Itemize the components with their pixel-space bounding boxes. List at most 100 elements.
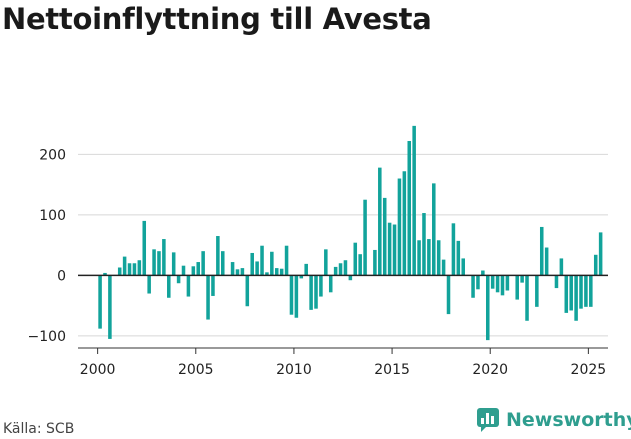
bar — [412, 125, 416, 276]
bar — [598, 232, 603, 276]
bar — [221, 251, 225, 276]
bar — [579, 275, 583, 309]
bar — [584, 275, 588, 307]
bar-chart: −100 0 100 200 2000 2005 2010 2015 2020 2025 — [28, 125, 608, 378]
bar — [279, 268, 284, 276]
source-note: Källa: SCB — [3, 421, 75, 437]
bar — [167, 275, 171, 298]
bar — [176, 275, 181, 284]
bar — [132, 263, 137, 276]
bar — [500, 275, 505, 296]
bar — [486, 275, 490, 341]
chart-title: Nettoinflyttning till Avesta — [2, 2, 432, 36]
bar — [142, 220, 147, 276]
bar — [294, 275, 299, 318]
bar — [333, 266, 338, 276]
newsworthy-logo-icon — [477, 408, 499, 432]
bar — [471, 275, 475, 298]
bar — [299, 275, 304, 279]
bar — [270, 251, 274, 276]
bar — [122, 256, 127, 276]
bar — [255, 261, 259, 276]
bar — [544, 247, 549, 276]
x-tick-label: 2015 — [374, 362, 410, 378]
bar — [402, 171, 407, 276]
bar — [328, 275, 333, 293]
bar — [495, 275, 500, 293]
newsworthy-brand: Newsworthy — [476, 407, 631, 433]
bar — [515, 275, 519, 300]
axes — [78, 274, 608, 354]
x-tick-label: 2010 — [276, 362, 312, 378]
bar — [446, 275, 451, 315]
bar — [593, 254, 598, 276]
bar — [152, 249, 156, 276]
bar — [481, 270, 485, 276]
bar — [191, 266, 196, 276]
bar — [407, 141, 412, 276]
bar — [319, 275, 323, 297]
x-tick-label: 2020 — [472, 362, 508, 378]
bar — [265, 272, 269, 276]
x-tick-label: 2025 — [571, 362, 607, 378]
bar — [289, 275, 294, 315]
bar — [230, 262, 235, 276]
bar — [117, 267, 122, 276]
bar — [378, 167, 382, 276]
bar — [274, 268, 279, 276]
bar — [353, 242, 358, 276]
bar — [103, 272, 107, 276]
bar — [490, 275, 495, 289]
bar — [250, 252, 254, 276]
bar — [216, 236, 220, 276]
bar — [304, 263, 308, 276]
bar — [338, 263, 343, 276]
tick-labels: −100 0 100 200 2000 2005 2010 2015 2020 2025 — [28, 147, 607, 378]
bar — [324, 249, 328, 276]
bar — [171, 252, 176, 276]
bars — [98, 125, 603, 341]
bar — [240, 268, 245, 276]
y-tick-label: 0 — [57, 268, 66, 284]
bar — [520, 275, 524, 283]
bar — [260, 245, 264, 276]
brand-name: Newsworthy — [506, 409, 631, 431]
bar — [422, 213, 426, 276]
bar — [245, 275, 250, 307]
bar — [363, 199, 367, 276]
bar — [348, 275, 353, 281]
x-tick-label: 2000 — [80, 362, 116, 378]
y-tick-label: −100 — [28, 329, 66, 345]
bar — [392, 224, 397, 276]
bar — [314, 275, 318, 309]
bar — [441, 259, 446, 276]
bar — [157, 251, 161, 276]
bar — [98, 275, 102, 329]
bar — [432, 183, 436, 276]
bar — [539, 226, 544, 276]
bar — [476, 275, 480, 290]
bar — [235, 269, 240, 276]
bar — [284, 245, 289, 276]
bar — [108, 275, 112, 339]
grid-lines — [78, 153, 608, 337]
bar — [147, 275, 151, 294]
bar — [309, 275, 313, 310]
bar — [186, 275, 191, 297]
bar — [559, 258, 564, 276]
y-tick-label: 200 — [39, 147, 66, 163]
bar — [137, 260, 142, 276]
bar — [525, 275, 529, 321]
bar — [387, 222, 392, 276]
bar — [201, 251, 205, 276]
bar — [181, 265, 186, 276]
bar — [436, 240, 441, 276]
bar — [162, 239, 166, 276]
bar — [461, 258, 465, 276]
bar — [343, 260, 348, 276]
bar — [382, 197, 387, 276]
bar — [427, 239, 431, 276]
bar — [589, 275, 593, 307]
bar — [397, 178, 402, 276]
bar — [196, 262, 200, 276]
